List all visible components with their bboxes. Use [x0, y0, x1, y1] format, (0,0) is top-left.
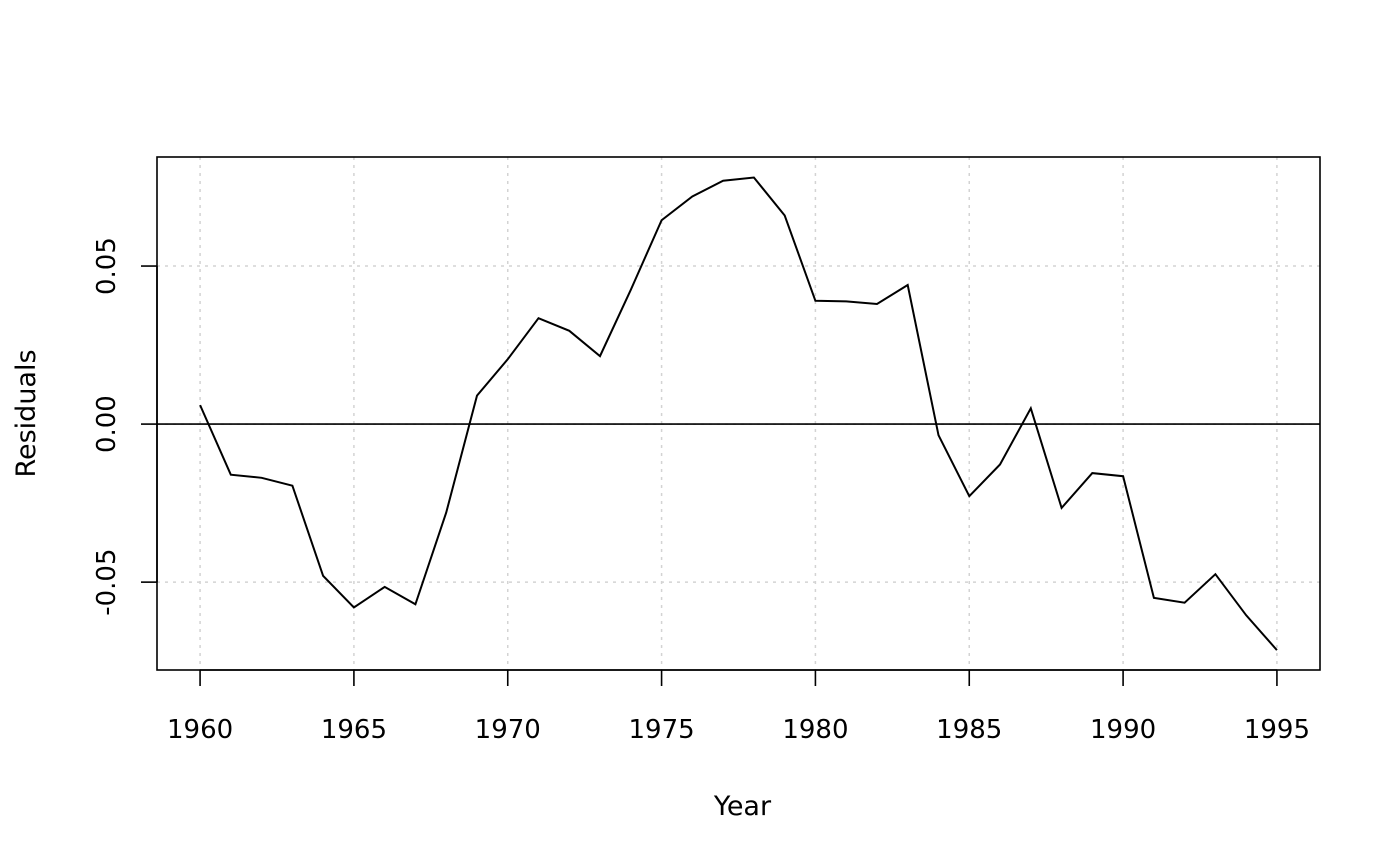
plot-frame	[156, 156, 1321, 671]
x-axis: 1960 1965 1970 1975 1980 1985 1990 1995	[167, 669, 1310, 745]
y-tick-label: -0.05	[92, 548, 122, 615]
x-tick-label: 1975	[628, 715, 694, 745]
x-tick-label: 1970	[475, 715, 541, 745]
y-tick-label: 0.05	[92, 237, 122, 295]
x-tick-label: 1985	[936, 715, 1002, 745]
y-axis-title: Residuals	[11, 349, 42, 477]
y-axis: -0.05 0.00 0.05	[92, 237, 158, 616]
x-tick-label: 1965	[321, 715, 387, 745]
residuals-series-line	[199, 176, 1278, 651]
x-axis-title: Year	[713, 791, 772, 822]
y-tick-label: 0.00	[92, 395, 122, 453]
grid-layer	[157, 157, 1320, 670]
x-tick-label: 1980	[782, 715, 848, 745]
x-tick-label: 1990	[1090, 715, 1156, 745]
x-tick-label: 1995	[1244, 715, 1310, 745]
x-tick-label: 1960	[167, 715, 233, 745]
